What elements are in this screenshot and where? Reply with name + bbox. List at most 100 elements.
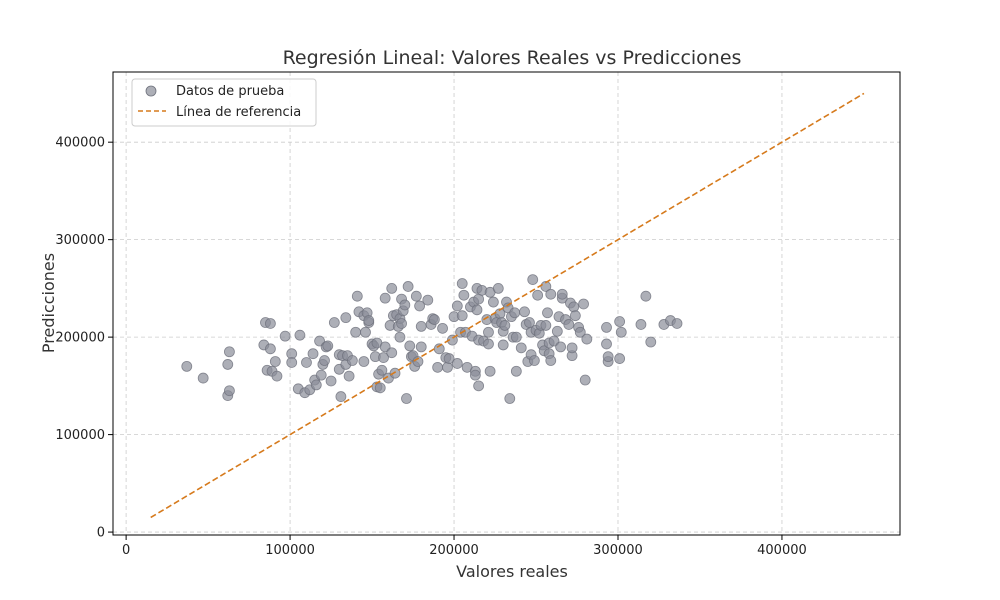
data-point xyxy=(483,326,494,338)
data-point xyxy=(402,281,414,292)
data-point xyxy=(325,375,337,387)
chart-title: Regresión Lineal: Valores Reales vs Pred… xyxy=(283,47,742,69)
data-point xyxy=(451,358,463,369)
data-point xyxy=(224,346,235,358)
x-tick-label: 400000 xyxy=(757,543,807,558)
data-point xyxy=(671,318,683,329)
data-point xyxy=(379,292,391,304)
data-point xyxy=(499,320,511,331)
data-point xyxy=(540,320,552,331)
x-tick-label: 200000 xyxy=(429,543,479,558)
data-point xyxy=(432,361,444,373)
data-point xyxy=(545,288,557,300)
legend-label-reference-line: Línea de referencia xyxy=(176,105,301,120)
data-point xyxy=(645,336,657,348)
data-point xyxy=(301,357,312,368)
y-axis-title: Predicciones xyxy=(39,253,58,353)
data-point xyxy=(443,353,455,364)
data-point xyxy=(404,340,416,352)
reference-line-layer xyxy=(150,92,865,519)
data-point xyxy=(394,331,406,343)
data-point xyxy=(340,312,352,324)
data-point xyxy=(437,322,448,334)
data-point xyxy=(471,304,483,316)
data-point xyxy=(428,314,440,325)
data-point xyxy=(458,289,470,301)
data-point xyxy=(350,326,362,338)
data-point xyxy=(422,294,434,306)
data-point xyxy=(415,341,427,353)
data-point xyxy=(509,307,521,319)
data-point xyxy=(569,310,581,322)
data-point xyxy=(545,355,557,366)
data-point xyxy=(446,334,458,346)
data-point xyxy=(412,356,424,367)
data-point xyxy=(181,360,193,372)
data-point xyxy=(602,351,614,363)
data-point xyxy=(310,379,322,391)
data-point xyxy=(601,321,612,333)
data-point xyxy=(614,316,626,327)
data-point xyxy=(271,370,283,382)
data-point xyxy=(264,343,276,355)
data-point xyxy=(532,289,544,301)
data-point xyxy=(401,393,412,404)
data-point xyxy=(563,319,575,330)
y-tick-label: 0 xyxy=(97,526,105,541)
data-point xyxy=(579,374,591,386)
legend-box xyxy=(131,78,317,127)
y-tick-label: 400000 xyxy=(55,136,105,151)
data-point xyxy=(442,361,453,373)
data-point xyxy=(469,369,481,381)
data-point xyxy=(510,331,522,343)
data-point xyxy=(497,339,509,351)
data-point xyxy=(351,290,363,302)
data-point xyxy=(328,317,340,328)
data-point xyxy=(264,318,276,329)
data-point xyxy=(358,356,370,367)
data-point xyxy=(492,282,504,294)
data-point xyxy=(635,319,647,330)
data-point xyxy=(578,298,589,310)
x-tick-label: 0 xyxy=(122,543,130,558)
data-point xyxy=(224,385,235,397)
data-point xyxy=(528,355,540,366)
data-point xyxy=(335,391,347,402)
x-tick-label: 100000 xyxy=(265,543,315,558)
y-tick-label: 100000 xyxy=(55,428,105,443)
data-point xyxy=(294,329,306,341)
data-point xyxy=(386,282,398,294)
data-point xyxy=(456,310,468,322)
data-point xyxy=(601,338,612,350)
data-point xyxy=(555,341,567,353)
data-point xyxy=(451,300,463,312)
axis-ticks: 0 100000 200000 300000 400000 0 100000 200000 30… xyxy=(55,136,806,558)
y-tick-label: 200000 xyxy=(55,331,105,346)
data-point xyxy=(197,372,209,384)
data-point xyxy=(640,290,652,302)
data-point xyxy=(415,321,427,332)
data-point xyxy=(414,300,426,312)
data-point xyxy=(473,380,485,392)
data-point xyxy=(319,355,330,366)
data-point xyxy=(315,369,327,381)
data-point xyxy=(389,367,401,379)
data-point xyxy=(222,359,234,370)
data-point xyxy=(346,355,358,366)
scatter-points xyxy=(181,274,683,404)
data-point xyxy=(374,382,386,394)
data-point xyxy=(456,278,468,289)
data-point xyxy=(279,330,291,342)
data-point xyxy=(615,326,627,338)
data-point xyxy=(343,370,355,382)
data-point xyxy=(322,340,334,352)
data-point xyxy=(396,318,407,329)
data-point xyxy=(566,342,578,354)
data-point xyxy=(410,290,422,302)
data-point xyxy=(551,325,563,337)
data-point xyxy=(515,342,527,354)
legend-label-points: Datos de prueba xyxy=(176,84,284,99)
legend-marker-points xyxy=(145,85,157,97)
data-point xyxy=(484,365,496,377)
